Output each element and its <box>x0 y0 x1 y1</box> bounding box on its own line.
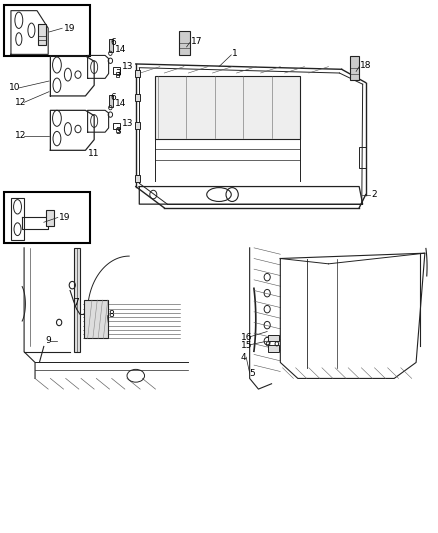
Text: 15: 15 <box>241 341 252 350</box>
Text: 1: 1 <box>232 49 238 58</box>
Bar <box>135 94 140 101</box>
Text: 18: 18 <box>360 61 371 69</box>
Bar <box>135 175 140 182</box>
Text: 14: 14 <box>115 100 126 108</box>
Text: 14: 14 <box>115 45 126 53</box>
Bar <box>135 70 140 77</box>
Bar <box>116 128 119 132</box>
Text: 6: 6 <box>110 93 116 101</box>
Bar <box>116 72 119 77</box>
Bar <box>38 25 46 45</box>
Text: 8: 8 <box>109 310 114 319</box>
Bar <box>109 39 113 52</box>
Text: 12: 12 <box>14 132 26 140</box>
Text: 13: 13 <box>122 62 133 70</box>
Text: 17: 17 <box>191 37 202 45</box>
Text: 3: 3 <box>115 69 121 78</box>
Bar <box>135 122 140 129</box>
Bar <box>84 300 108 338</box>
Bar <box>4 192 90 243</box>
Text: 19: 19 <box>64 24 75 33</box>
Text: 13: 13 <box>122 119 133 128</box>
Bar <box>113 123 120 129</box>
Bar <box>155 76 300 139</box>
Text: 12: 12 <box>14 98 26 107</box>
Text: 7: 7 <box>73 298 79 307</box>
Bar <box>268 335 279 341</box>
Text: 5: 5 <box>250 369 255 377</box>
Text: 16: 16 <box>241 333 252 342</box>
Bar <box>179 31 190 55</box>
Text: 6: 6 <box>110 38 116 46</box>
Bar <box>4 5 90 56</box>
Text: 4: 4 <box>241 353 247 361</box>
Bar <box>268 345 279 352</box>
Bar <box>11 198 24 240</box>
Text: 3: 3 <box>115 127 121 135</box>
Bar <box>359 147 366 168</box>
Text: 9: 9 <box>45 336 51 344</box>
Bar <box>109 95 113 107</box>
Bar <box>113 67 120 74</box>
Text: 2: 2 <box>371 190 377 199</box>
Text: 19: 19 <box>59 213 71 222</box>
Bar <box>74 248 80 352</box>
Text: 11: 11 <box>88 149 99 158</box>
Bar <box>46 210 54 226</box>
Text: 10: 10 <box>9 84 20 92</box>
Bar <box>350 56 359 80</box>
